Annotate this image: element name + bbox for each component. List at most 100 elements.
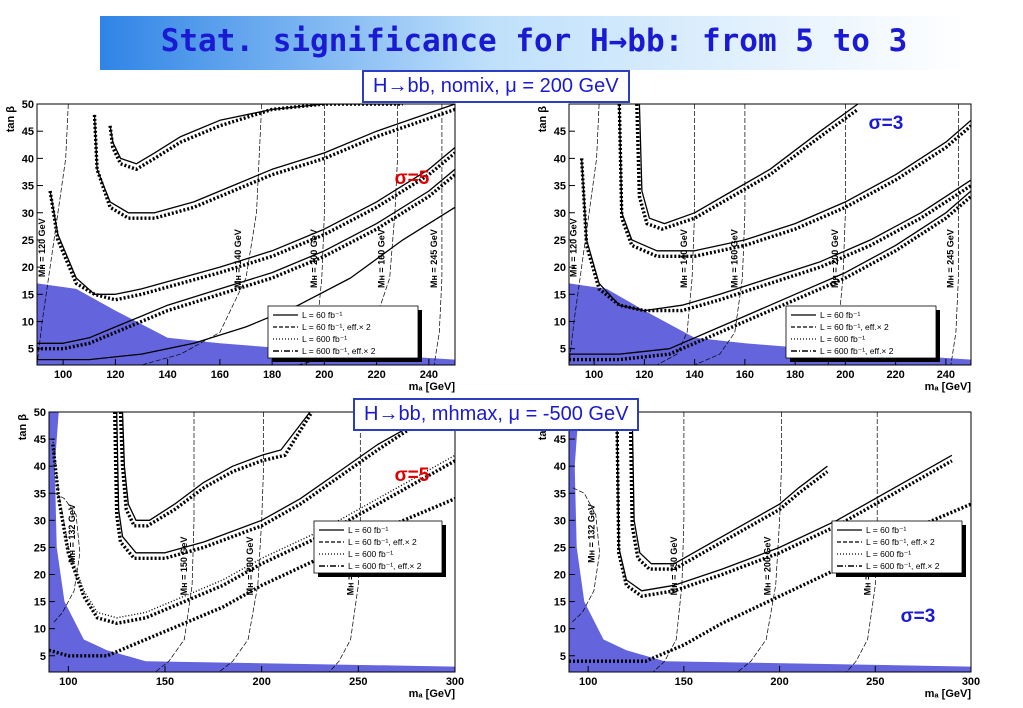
x-tick-label: 180 bbox=[786, 369, 804, 381]
significance-contour bbox=[638, 104, 859, 225]
y-axis-label: tan β bbox=[5, 106, 17, 133]
mh-contour bbox=[950, 104, 959, 365]
significance-contour bbox=[37, 206, 455, 361]
y-tick-label: 45 bbox=[22, 126, 34, 138]
mh-contour bbox=[52, 492, 81, 624]
x-tick-label: 150 bbox=[675, 676, 693, 688]
significance-contour bbox=[618, 104, 971, 252]
x-axis-label: mₐ [GeV] bbox=[409, 381, 456, 393]
y-tick-label: 35 bbox=[554, 488, 566, 500]
significance-contour bbox=[617, 104, 971, 258]
mh-contour-label: Mʜ = 140 GeV bbox=[679, 229, 689, 288]
significance-contour bbox=[37, 173, 455, 351]
y-tick-label: 35 bbox=[34, 488, 46, 500]
chart-panel-top-left: Mʜ = 120 GeV Mʜ = 140 GeV Mʜ = 160 GeV Mʜ =… bbox=[5, 99, 456, 393]
x-axis-label: mₐ [GeV] bbox=[925, 688, 972, 700]
mh-contour-label: Mʜ = 200 GeV bbox=[309, 229, 319, 288]
mh-contour bbox=[433, 104, 443, 365]
y-tick-label: 20 bbox=[34, 570, 46, 582]
mh-contour-label: Mʜ = 200 GeV bbox=[763, 537, 773, 596]
mh-contour-label: Mʜ = 245 GeV bbox=[945, 229, 955, 288]
significance-contour bbox=[615, 412, 953, 598]
y-tick-label: 40 bbox=[34, 461, 46, 473]
legend-entry: L = 600 fb⁻¹ bbox=[820, 334, 865, 344]
x-tick-label: 160 bbox=[736, 369, 754, 381]
y-tick-label: 5 bbox=[560, 651, 566, 663]
plot-area bbox=[569, 104, 971, 365]
y-tick-label: 10 bbox=[554, 317, 566, 329]
mh-contour-label: Mʜ = 245 GeV bbox=[429, 229, 439, 288]
significance-annotation: σ=3 bbox=[869, 113, 904, 134]
y-axis-label: tan β bbox=[537, 106, 549, 133]
x-tick-label: 160 bbox=[211, 369, 229, 381]
mh-contour bbox=[218, 412, 264, 672]
y-tick-label: 40 bbox=[22, 153, 34, 165]
y-tick-label: 15 bbox=[554, 597, 566, 609]
y-tick-label: 35 bbox=[22, 181, 34, 193]
mh-contour-label: Mʜ = 140 GeV bbox=[233, 229, 243, 288]
y-axis-label: tan β bbox=[17, 414, 29, 441]
legend: L = 60 fb⁻¹ L = 60 fb⁻¹, eff.× 2 L = 600 f… bbox=[785, 305, 940, 362]
y-tick-label: 45 bbox=[554, 126, 566, 138]
mh-contour-label: Mʜ = 120 GeV bbox=[37, 218, 47, 277]
significance-annotation: σ=5 bbox=[395, 465, 430, 486]
mh-contour-label: Mʜ = 132 GeV bbox=[587, 504, 597, 563]
legend-entry: L = 600 fb⁻¹, eff.× 2 bbox=[866, 561, 940, 571]
x-tick-label: 200 bbox=[315, 369, 333, 381]
legend-entry: L = 60 fb⁻¹, eff.× 2 bbox=[866, 537, 935, 547]
mh-contour-label: Mʜ = 150 GeV bbox=[179, 537, 189, 596]
y-tick-label: 5 bbox=[28, 344, 34, 356]
mh-contour-label: Mʜ = 160 GeV bbox=[377, 229, 387, 288]
significance-contour bbox=[631, 412, 828, 565]
significance-contour bbox=[48, 151, 455, 302]
y-tick-label: 5 bbox=[40, 651, 46, 663]
mh-contour bbox=[141, 104, 263, 365]
y-tick-label: 35 bbox=[554, 181, 566, 193]
legend: L = 60 fb⁻¹ L = 60 fb⁻¹, eff.× 2 L = 600 f… bbox=[313, 520, 446, 577]
y-tick-label: 30 bbox=[22, 208, 34, 220]
y-tick-label: 45 bbox=[34, 434, 46, 446]
mh-contour bbox=[37, 104, 69, 365]
x-tick-label: 100 bbox=[585, 369, 603, 381]
x-tick-label: 220 bbox=[886, 369, 904, 381]
legend-entry: L = 600 fb⁻¹ bbox=[348, 549, 393, 559]
y-tick-label: 20 bbox=[22, 262, 34, 274]
legend-entry: L = 600 fb⁻¹, eff.× 2 bbox=[348, 561, 422, 571]
x-tick-label: 200 bbox=[836, 369, 854, 381]
plot-area bbox=[37, 104, 455, 365]
mh-contour bbox=[155, 412, 195, 672]
plot-frame bbox=[36, 103, 456, 366]
mh-contour bbox=[656, 104, 695, 365]
significance-contour bbox=[113, 412, 437, 560]
y-tick-label: 15 bbox=[554, 289, 566, 301]
significance-contour bbox=[635, 104, 859, 231]
x-tick-label: 180 bbox=[263, 369, 281, 381]
x-tick-label: 100 bbox=[59, 676, 77, 688]
x-tick-label: 220 bbox=[367, 369, 385, 381]
mh-contour-label: Mʜ = 132 GeV bbox=[67, 504, 77, 563]
legend-entry: L = 600 fb⁻¹, eff.× 2 bbox=[820, 346, 894, 356]
x-tick-label: 250 bbox=[866, 676, 884, 688]
x-tick-label: 100 bbox=[579, 676, 597, 688]
x-tick-label: 140 bbox=[158, 369, 176, 381]
x-tick-label: 200 bbox=[252, 676, 270, 688]
mh-contour-label: Mʜ = 150 GeV bbox=[669, 537, 679, 596]
x-tick-label: 300 bbox=[962, 676, 980, 688]
y-tick-label: 25 bbox=[22, 235, 34, 247]
significance-contour bbox=[51, 444, 455, 625]
y-tick-label: 30 bbox=[554, 208, 566, 220]
mh-contour bbox=[652, 412, 685, 672]
significance-contour bbox=[121, 412, 311, 521]
significance-contour bbox=[93, 104, 455, 214]
title-banner: Stat. significance for H→bb: from 5 to 3 bbox=[100, 16, 968, 70]
y-tick-label: 30 bbox=[554, 515, 566, 527]
legend-entry: L = 600 fb⁻¹, eff.× 2 bbox=[302, 346, 376, 356]
y-tick-label: 40 bbox=[554, 461, 566, 473]
x-axis-label: mₐ [GeV] bbox=[925, 381, 972, 393]
excluded-region bbox=[37, 272, 455, 365]
legend-entry: L = 60 fb⁻¹ bbox=[820, 310, 860, 320]
legend-entry: L = 60 fb⁻¹, eff.× 2 bbox=[820, 322, 889, 332]
x-tick-label: 100 bbox=[54, 369, 72, 381]
